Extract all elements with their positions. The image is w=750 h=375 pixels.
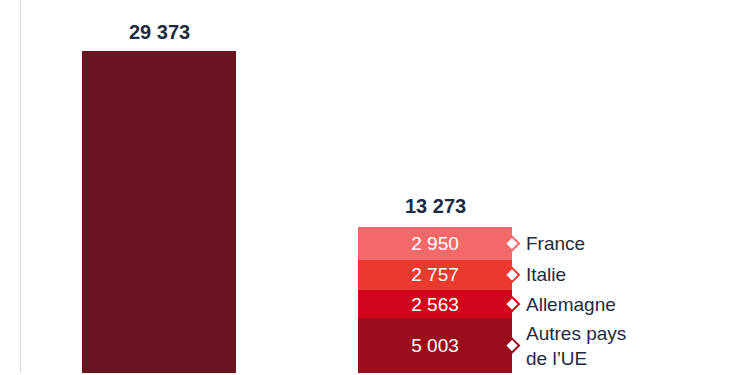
svg-text:Allemagne: Allemagne xyxy=(526,294,616,315)
svg-text:France: France xyxy=(526,233,585,254)
svg-text:Autres paysde l’UE: Autres paysde l’UE xyxy=(526,323,626,369)
svg-text:29 373: 29 373 xyxy=(129,21,190,43)
svg-text:2 757: 2 757 xyxy=(411,264,459,285)
svg-text:Italie: Italie xyxy=(526,264,566,285)
svg-text:5 003: 5 003 xyxy=(411,335,459,356)
svg-text:13 273: 13 273 xyxy=(405,195,466,217)
svg-text:2 950: 2 950 xyxy=(411,233,459,254)
svg-text:2 563: 2 563 xyxy=(411,294,459,315)
